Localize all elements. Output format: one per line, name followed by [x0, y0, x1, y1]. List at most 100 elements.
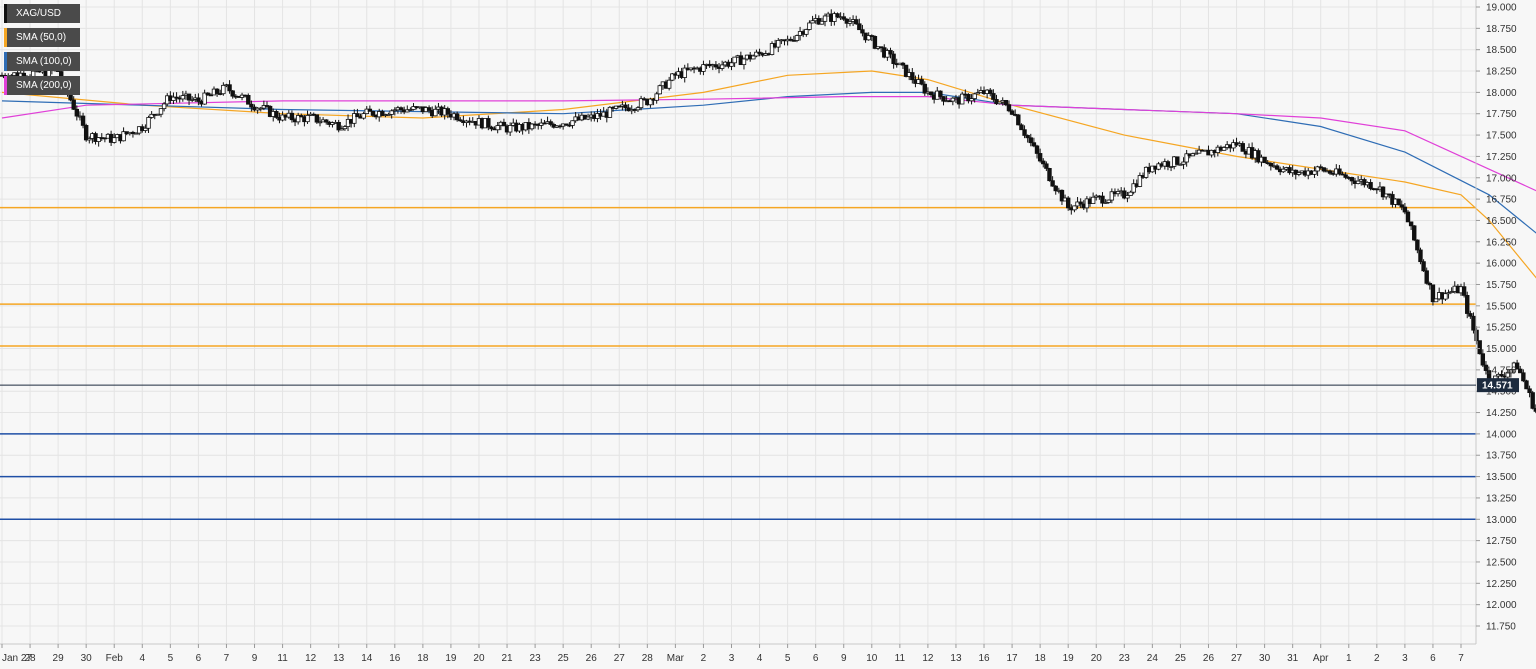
y-tick-label: 12.500 — [1486, 557, 1517, 568]
candle-body — [1427, 282, 1433, 286]
candle-body — [1196, 149, 1202, 154]
x-tick-label: 10 — [866, 653, 878, 664]
candle-body — [1028, 137, 1033, 144]
candle-body — [1530, 392, 1535, 409]
candle-body — [1221, 147, 1227, 151]
y-tick-label: 11.750 — [1486, 622, 1516, 633]
candle-body — [1047, 168, 1052, 182]
candle-body — [751, 55, 756, 60]
candle-body — [1424, 270, 1429, 284]
candle-body — [1165, 161, 1171, 167]
candle-body — [486, 118, 491, 128]
candle-body — [928, 91, 934, 96]
candle-body — [342, 126, 348, 130]
candle-body — [1072, 205, 1077, 211]
candle-body — [564, 123, 569, 126]
x-tick-label: 27 — [1231, 653, 1243, 664]
candle-body — [149, 113, 154, 118]
candle-body — [1190, 153, 1196, 157]
candle-body — [1274, 165, 1280, 170]
candle-body — [991, 93, 996, 100]
current-price-label: 14.571 — [1482, 381, 1513, 392]
candle-body — [1037, 153, 1043, 162]
candle-body — [1337, 168, 1342, 175]
x-tick-label: 7 — [224, 653, 230, 664]
candle-body — [1405, 211, 1411, 223]
x-tick-label: 31 — [1287, 653, 1299, 664]
candle-body — [819, 20, 825, 25]
legend-sma-200[interactable]: SMA (200,0) — [4, 76, 80, 95]
candle-body — [1508, 369, 1514, 374]
candle-body — [1449, 291, 1454, 293]
legend-sma-50[interactable]: SMA (50,0) — [4, 28, 80, 47]
candle-body — [133, 132, 139, 135]
candle-body — [794, 35, 800, 41]
x-tick-label: 3 — [1402, 653, 1408, 664]
candle-body — [950, 97, 956, 102]
price-axis[interactable]: 19.000 18.750 18.500 18.250 18.000 17.750 17.5… — [1476, 3, 1517, 633]
candle-body — [1408, 221, 1414, 227]
y-tick-label: 15.250 — [1486, 323, 1517, 334]
x-tick-label: 25 — [558, 653, 570, 664]
candle-body — [1321, 167, 1327, 172]
moving-averages — [1, 70, 1536, 279]
plot-area — [0, 0, 1476, 644]
x-tick-label: 4 — [140, 653, 146, 664]
candle-body — [392, 109, 398, 112]
candle-body — [654, 93, 659, 101]
x-tick-label: 12 — [305, 653, 317, 664]
candle-body — [585, 116, 591, 120]
x-tick-label: 3 — [729, 653, 735, 664]
candle-body — [1430, 284, 1436, 303]
candle-body — [648, 98, 653, 106]
candle-body — [713, 64, 719, 68]
candle-body — [788, 38, 793, 41]
candle-body — [295, 115, 301, 123]
legend-sma-100[interactable]: SMA (100,0) — [4, 52, 80, 71]
candle-body — [352, 113, 357, 124]
candle-body — [1465, 295, 1470, 314]
candle-body — [903, 64, 909, 77]
candle-body — [1399, 204, 1404, 208]
y-tick-label: 19.000 — [1486, 3, 1517, 14]
candle-body — [433, 108, 438, 117]
legend-symbol-label: XAG/USD — [16, 8, 62, 19]
candle-body — [227, 84, 232, 92]
y-tick-label: 17.750 — [1486, 109, 1517, 120]
sma-line — [1, 91, 1536, 234]
candle-body — [1103, 202, 1108, 204]
candle-body — [370, 110, 376, 116]
y-tick-label: 16.500 — [1486, 216, 1517, 227]
x-tick-label: 9 — [252, 653, 258, 664]
candle-body — [186, 93, 192, 101]
candle-body — [408, 109, 413, 111]
candle-body — [501, 121, 507, 127]
candle-body — [1059, 189, 1065, 202]
candle-body — [810, 20, 815, 24]
candle-body — [1421, 261, 1426, 272]
x-tick-label: 6 — [813, 653, 819, 664]
candle-body — [1034, 145, 1040, 154]
candle-body — [1433, 298, 1439, 303]
x-tick-label: 6 — [196, 653, 202, 664]
candle-body — [361, 113, 366, 119]
x-tick-label: Apr — [1313, 653, 1329, 664]
x-tick-label: Feb — [106, 653, 124, 664]
y-tick-label: 13.500 — [1486, 472, 1517, 483]
x-tick-label: 18 — [1035, 653, 1047, 664]
legend-symbol[interactable]: XAG/USD — [4, 4, 80, 23]
candle-body — [1100, 195, 1105, 204]
candle-body — [1078, 201, 1083, 205]
candle-body — [1281, 168, 1286, 173]
y-tick-label: 16.250 — [1486, 237, 1517, 248]
candle-body — [769, 43, 775, 55]
x-tick-label: 13 — [333, 653, 345, 664]
candle-body — [841, 16, 846, 20]
candle-body — [411, 106, 416, 110]
sma-line — [1, 96, 1536, 192]
x-tick-label: 14 — [361, 653, 373, 664]
y-tick-label: 15.500 — [1486, 301, 1517, 312]
y-tick-label: 12.000 — [1486, 600, 1517, 611]
